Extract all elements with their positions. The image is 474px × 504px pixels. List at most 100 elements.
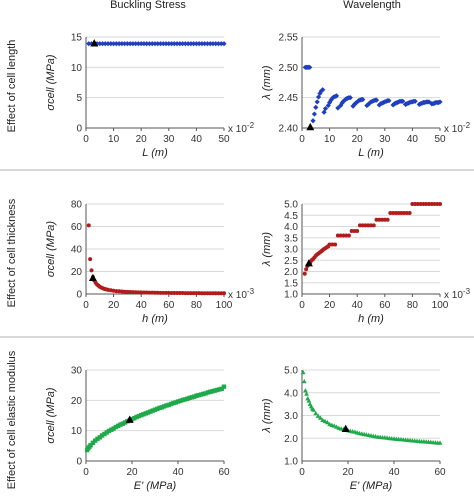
data-point <box>301 378 307 384</box>
row-label-cell-thickness: Effect of cell thickness <box>6 198 18 307</box>
y-tick-label: 2.0 <box>284 267 298 278</box>
data-point <box>202 291 207 296</box>
data-point <box>102 431 107 437</box>
data-point <box>313 104 319 110</box>
x-axis-label: E' (MPa) <box>134 480 177 492</box>
x-multiplier-exponent: -2 <box>463 121 471 130</box>
data-point <box>415 202 420 206</box>
data-point <box>339 100 345 106</box>
data-point <box>127 41 133 47</box>
data-point <box>307 64 313 70</box>
data-point <box>400 98 406 104</box>
x-tick-label: 60 <box>434 467 446 478</box>
data-point <box>311 111 318 117</box>
data-point <box>347 95 353 101</box>
data-point <box>129 416 135 422</box>
x-tick-label: 0 <box>83 134 89 145</box>
x-tick-label: 100 <box>216 300 233 311</box>
data-point <box>318 415 323 420</box>
y-tick-label: 2.50 <box>279 63 299 74</box>
data-point <box>159 405 165 410</box>
x-tick-label: 50 <box>434 134 446 145</box>
data-point <box>327 242 332 247</box>
data-point <box>188 41 194 47</box>
x-tick-label: 20 <box>324 300 336 311</box>
data-point <box>369 223 373 228</box>
x-tick-label: 20 <box>108 300 120 311</box>
data-point <box>164 290 169 295</box>
data-point <box>346 233 351 238</box>
data-point <box>139 412 144 418</box>
data-point <box>193 41 199 47</box>
data-point <box>412 98 418 104</box>
chart-panel-5: 0 10 20 30 0 20 40 60 E' (MPa) σcell (MPa) <box>45 366 230 493</box>
data-point <box>402 211 407 215</box>
x-multiplier-label: x 10-3 <box>228 287 255 301</box>
x-tick-label: 50 <box>218 134 230 145</box>
data-point <box>322 105 329 112</box>
y-tick-label: 20 <box>71 267 83 278</box>
data-point <box>136 413 142 419</box>
data-point <box>88 257 93 262</box>
data-point <box>124 41 130 47</box>
row-label-cell-elastic-modulus: Effect of cell elastic modulus <box>6 350 18 489</box>
data-point <box>155 41 161 47</box>
data-point <box>371 223 376 228</box>
data-point <box>320 87 326 93</box>
reference-point-marker <box>90 39 99 47</box>
data-point <box>210 389 215 394</box>
data-point <box>145 410 151 415</box>
data-point <box>218 41 224 47</box>
data-point <box>180 41 186 47</box>
x-multiplier-exponent: -3 <box>463 287 471 296</box>
data-point <box>360 96 366 103</box>
data-point <box>164 403 169 408</box>
y-tick-label: 2.45 <box>279 93 299 104</box>
data-point <box>130 41 136 47</box>
x-tick-label: 0 <box>299 467 305 478</box>
reference-point-marker <box>125 415 134 423</box>
data-point <box>194 393 199 398</box>
data-point <box>141 412 146 417</box>
data-point <box>177 41 183 47</box>
data-point <box>106 428 112 434</box>
data-point <box>168 41 175 47</box>
data-point <box>102 41 108 47</box>
data-point <box>386 98 392 104</box>
data-point <box>391 211 396 215</box>
data-point <box>187 395 192 401</box>
y-tick-label: 1.5 <box>284 278 298 289</box>
data-point <box>191 394 197 399</box>
data-point <box>132 416 137 421</box>
y-tick-label: 20 <box>71 396 83 407</box>
x-tick-label: 40 <box>388 467 400 478</box>
x-tick-label: 20 <box>136 134 148 145</box>
data-point <box>213 291 218 296</box>
y-axis-label: σcell (MPa) <box>45 54 57 110</box>
data-point <box>109 427 114 432</box>
data-point <box>327 99 333 106</box>
y-tick-label: 3.5 <box>284 233 298 244</box>
data-point <box>205 390 211 395</box>
x-tick-label: 20 <box>342 467 354 478</box>
data-point <box>216 291 221 296</box>
data-point <box>146 41 153 47</box>
reference-point-marker <box>341 424 350 432</box>
data-point <box>210 291 215 296</box>
data-point <box>86 41 92 47</box>
data-point <box>105 41 111 47</box>
x-multiplier-base: x 10 <box>444 124 463 135</box>
data-point <box>393 211 398 215</box>
data-point <box>182 397 188 402</box>
reference-point-marker <box>304 259 313 267</box>
data-point <box>374 217 379 222</box>
y-axis-label: σcell (MPa) <box>45 387 57 443</box>
data-point <box>385 217 390 222</box>
data-point <box>314 99 320 105</box>
data-point <box>333 93 340 99</box>
y-tick-label: 5.0 <box>284 200 298 211</box>
data-point <box>304 391 309 396</box>
y-tick-label: 60 <box>71 222 83 233</box>
data-point <box>116 423 121 429</box>
